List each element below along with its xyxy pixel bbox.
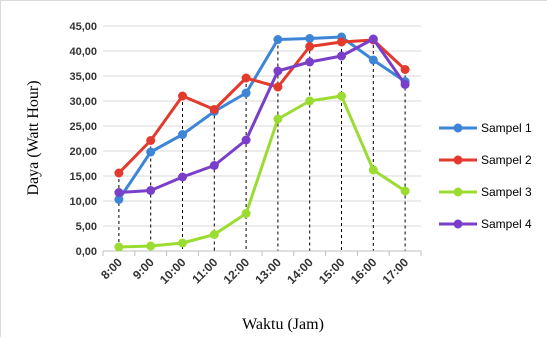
data-point-sampel-3: [337, 91, 346, 101]
data-point-sampel-4: [178, 172, 187, 182]
series-line-sampel-3: [118, 94, 406, 249]
legend-label: Sampel 3: [481, 185, 532, 199]
data-point-sampel-2: [400, 65, 410, 74]
data-point-sampel-2: [305, 42, 315, 51]
data-point-sampel-1: [114, 195, 124, 204]
y-axis-title: Daya (Watt Hour): [25, 80, 42, 195]
data-point-sampel-3: [305, 96, 315, 106]
y-tick-label: 5,00: [76, 221, 97, 233]
x-tick-label: 14:00: [284, 255, 316, 287]
data-point-sampel-2: [114, 168, 124, 178]
data-point-sampel-2: [209, 105, 219, 114]
legend-item-sampel-4: Sampel 4: [439, 217, 532, 231]
legend-item-sampel-2: Sampel 2: [439, 153, 532, 167]
data-point-sampel-1: [305, 34, 315, 43]
series-sampel-3: [114, 91, 410, 252]
x-tick-label: 9:00: [130, 255, 157, 282]
data-point-sampel-2: [337, 37, 346, 47]
data-point-sampel-4: [273, 66, 283, 76]
series-line-sampel-1: [117, 35, 406, 201]
x-tick-label: 16:00: [348, 255, 380, 287]
series-line-sampel-2: [117, 38, 407, 175]
x-axis-title: Waktu (Jam): [242, 316, 324, 333]
x-tick-label: 17:00: [380, 255, 412, 287]
legend: Sampel 1 Sampel 2 Sampel 3 Sampel 4: [439, 121, 532, 231]
data-point-sampel-2: [273, 82, 283, 92]
data-point-sampel-3: [146, 241, 156, 251]
legend-item-sampel-1: Sampel 1: [439, 121, 532, 135]
data-point-sampel-3: [114, 242, 124, 252]
y-tick-label: 10,00: [69, 196, 97, 208]
y-tick-label: 45,00: [69, 21, 97, 33]
legend-label: Sampel 2: [481, 153, 532, 167]
data-point-sampel-4: [337, 51, 346, 61]
data-point-sampel-4: [400, 80, 410, 89]
series-sampel-1: [114, 32, 410, 204]
series-group: [114, 32, 410, 252]
x-tick-label: 10:00: [157, 255, 189, 287]
data-point-sampel-1: [146, 147, 156, 157]
y-tick-label: 20,00: [69, 146, 97, 158]
data-point-sampel-2: [146, 136, 156, 145]
x-tick-label: 13:00: [252, 255, 284, 287]
legend-label: Sampel 1: [481, 121, 532, 135]
data-point-sampel-3: [400, 186, 410, 196]
data-point-sampel-1: [368, 55, 378, 65]
legend-swatch-marker: [453, 187, 463, 197]
x-tick-label: 15:00: [316, 255, 348, 287]
data-point-sampel-1: [273, 35, 283, 44]
x-tick-label: 12:00: [221, 255, 253, 287]
y-tick-label: 30,00: [69, 96, 97, 108]
y-tick-label: 15,00: [69, 171, 97, 183]
data-point-sampel-2: [241, 73, 251, 83]
y-tick-label: 0,00: [76, 246, 97, 258]
data-point-sampel-4: [368, 34, 378, 44]
legend-swatch-marker: [453, 219, 463, 229]
data-point-sampel-3: [368, 165, 378, 175]
legend-label: Sampel 4: [481, 217, 532, 231]
data-point-sampel-3: [241, 209, 251, 218]
data-point-sampel-1: [241, 88, 251, 98]
data-point-sampel-1: [178, 130, 187, 139]
legend-item-sampel-3: Sampel 3: [439, 185, 532, 199]
data-point-sampel-3: [178, 238, 187, 248]
legend-swatch-marker: [453, 123, 463, 133]
data-point-sampel-4: [114, 188, 124, 197]
series-line-sampel-4: [118, 37, 407, 194]
data-point-sampel-4: [146, 186, 156, 195]
x-tick-label: 8:00: [98, 255, 125, 282]
data-point-sampel-4: [305, 57, 315, 67]
y-tick-label: 25,00: [69, 121, 97, 133]
y-tick-label: 35,00: [69, 71, 97, 83]
data-point-sampel-4: [209, 161, 219, 170]
data-point-sampel-3: [209, 230, 219, 239]
drop-lines: [118, 37, 406, 251]
data-point-sampel-4: [241, 135, 251, 145]
y-tick-label: 40,00: [69, 46, 97, 58]
series-sampel-4: [114, 34, 410, 197]
gridlines: [103, 25, 421, 227]
data-point-sampel-3: [273, 114, 283, 124]
x-tick-label: 11:00: [189, 255, 220, 286]
legend-swatch-marker: [453, 155, 463, 165]
data-point-sampel-2: [178, 91, 187, 101]
